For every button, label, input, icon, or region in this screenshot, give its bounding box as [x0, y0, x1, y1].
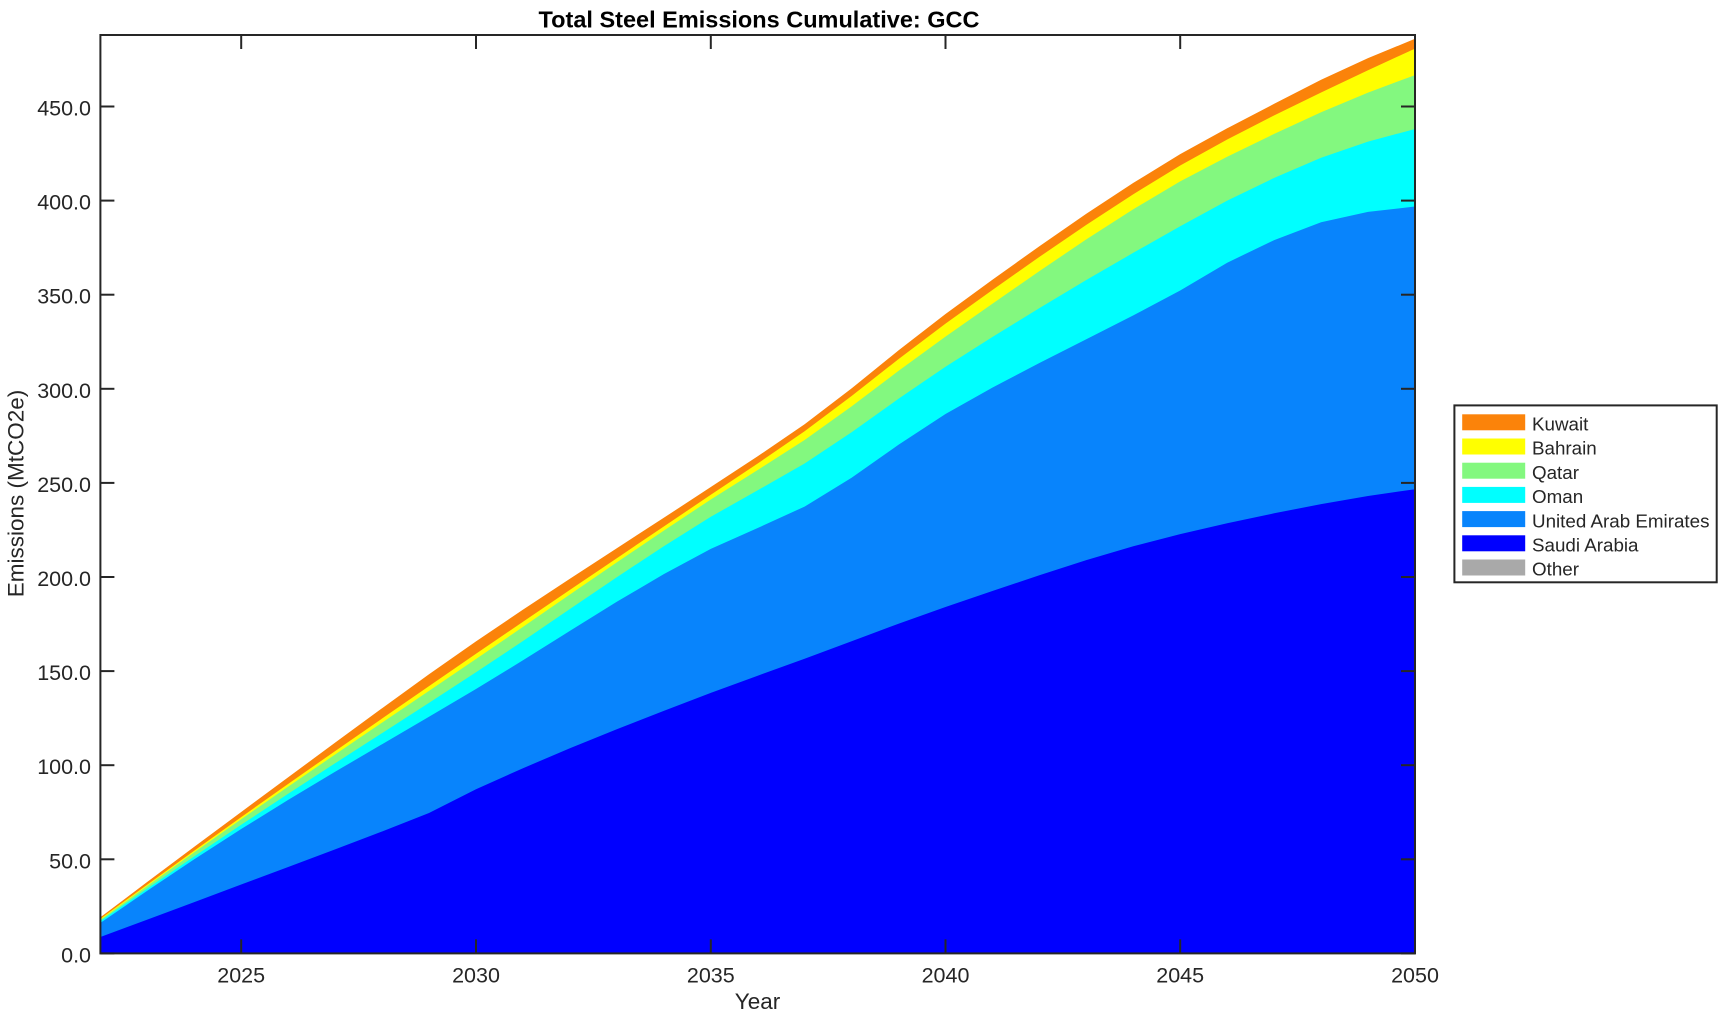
svg-text:0.0: 0.0: [61, 943, 91, 967]
svg-text:150.0: 150.0: [37, 661, 91, 685]
svg-text:2035: 2035: [687, 964, 735, 988]
svg-text:Total Steel Emissions Cumulati: Total Steel Emissions Cumulative: GCC: [539, 7, 980, 33]
svg-text:2030: 2030: [452, 964, 500, 988]
svg-text:400.0: 400.0: [37, 191, 91, 215]
svg-text:450.0: 450.0: [37, 97, 91, 121]
svg-text:Bahrain: Bahrain: [1532, 438, 1597, 459]
svg-text:Kuwait: Kuwait: [1532, 414, 1589, 435]
svg-text:2050: 2050: [1391, 964, 1439, 988]
svg-text:2025: 2025: [217, 964, 265, 988]
svg-text:Emissions (MtCO2e): Emissions (MtCO2e): [4, 390, 29, 598]
svg-text:Saudi Arabia: Saudi Arabia: [1532, 535, 1639, 556]
svg-text:Qatar: Qatar: [1532, 462, 1579, 483]
svg-text:Year: Year: [735, 989, 781, 1014]
svg-text:200.0: 200.0: [37, 567, 91, 591]
svg-text:2045: 2045: [1156, 964, 1204, 988]
svg-text:Oman: Oman: [1532, 486, 1583, 507]
svg-text:100.0: 100.0: [37, 755, 91, 779]
svg-text:250.0: 250.0: [37, 473, 91, 497]
svg-text:United Arab Emirates: United Arab Emirates: [1532, 510, 1709, 531]
svg-text:50.0: 50.0: [49, 849, 91, 873]
svg-text:300.0: 300.0: [37, 379, 91, 403]
svg-text:Other: Other: [1532, 559, 1579, 580]
svg-text:2040: 2040: [922, 964, 970, 988]
svg-text:350.0: 350.0: [37, 285, 91, 309]
